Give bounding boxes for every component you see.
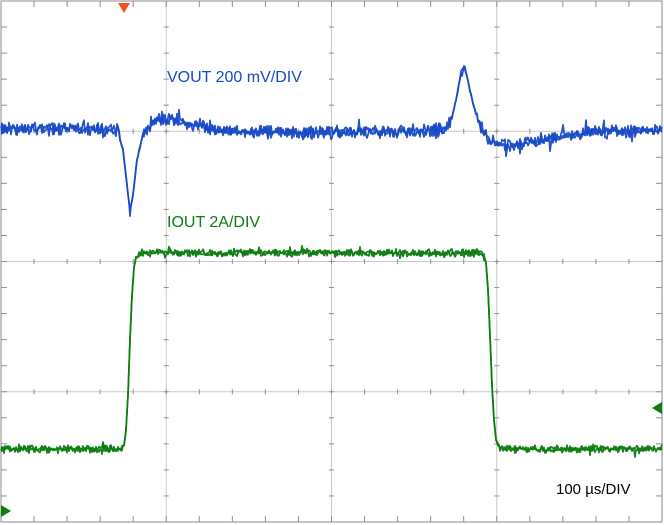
vout-trace-label: VOUT 200 mV/DIV — [167, 69, 302, 86]
iout-trace-label: IOUT 2A/DIV — [167, 214, 261, 231]
ch2-ref-marker — [1, 505, 11, 517]
trigger-marker — [118, 3, 130, 13]
vout-trace — [0, 65, 663, 217]
iout-trace — [0, 244, 663, 458]
timebase-label: 100 µs/DIV — [556, 481, 631, 498]
iout-ref-marker — [652, 402, 662, 414]
vout-ref-marker — [1, 123, 11, 135]
